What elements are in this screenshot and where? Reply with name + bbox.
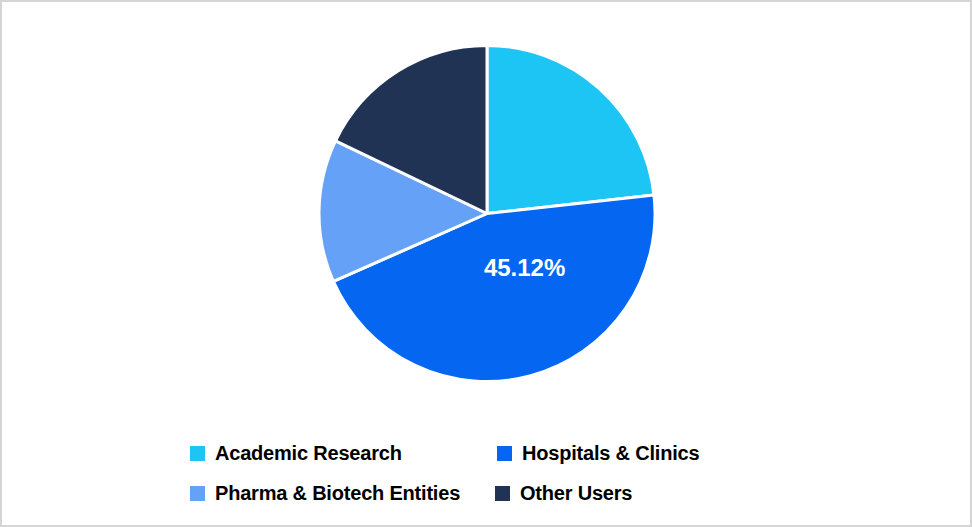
legend-label-pharma-biotech-entities: Pharma & Biotech Entities	[215, 483, 460, 503]
pie-slice-academic-research	[487, 45, 654, 213]
pie-data-label-hospitals-clinics: 45.12%	[484, 254, 565, 281]
legend-swatch-pharma-biotech-entities	[190, 486, 205, 501]
legend-item-other-users: Other Users	[495, 483, 632, 503]
legend-item-academic-research: Academic Research	[190, 443, 402, 463]
legend-label-hospitals-clinics: Hospitals & Clinics	[522, 443, 699, 463]
chart-container: 45.12% Academic Research Hospitals & Cli…	[0, 0, 972, 527]
legend-label-academic-research: Academic Research	[215, 443, 402, 463]
legend-item-hospitals-clinics: Hospitals & Clinics	[497, 443, 699, 463]
legend-swatch-other-users	[495, 486, 510, 501]
legend-swatch-academic-research	[190, 446, 205, 461]
pie-chart: 45.12%	[2, 2, 970, 525]
legend-item-pharma-biotech-entities: Pharma & Biotech Entities	[190, 483, 460, 503]
legend-label-other-users: Other Users	[520, 483, 632, 503]
legend-swatch-hospitals-clinics	[497, 446, 512, 461]
